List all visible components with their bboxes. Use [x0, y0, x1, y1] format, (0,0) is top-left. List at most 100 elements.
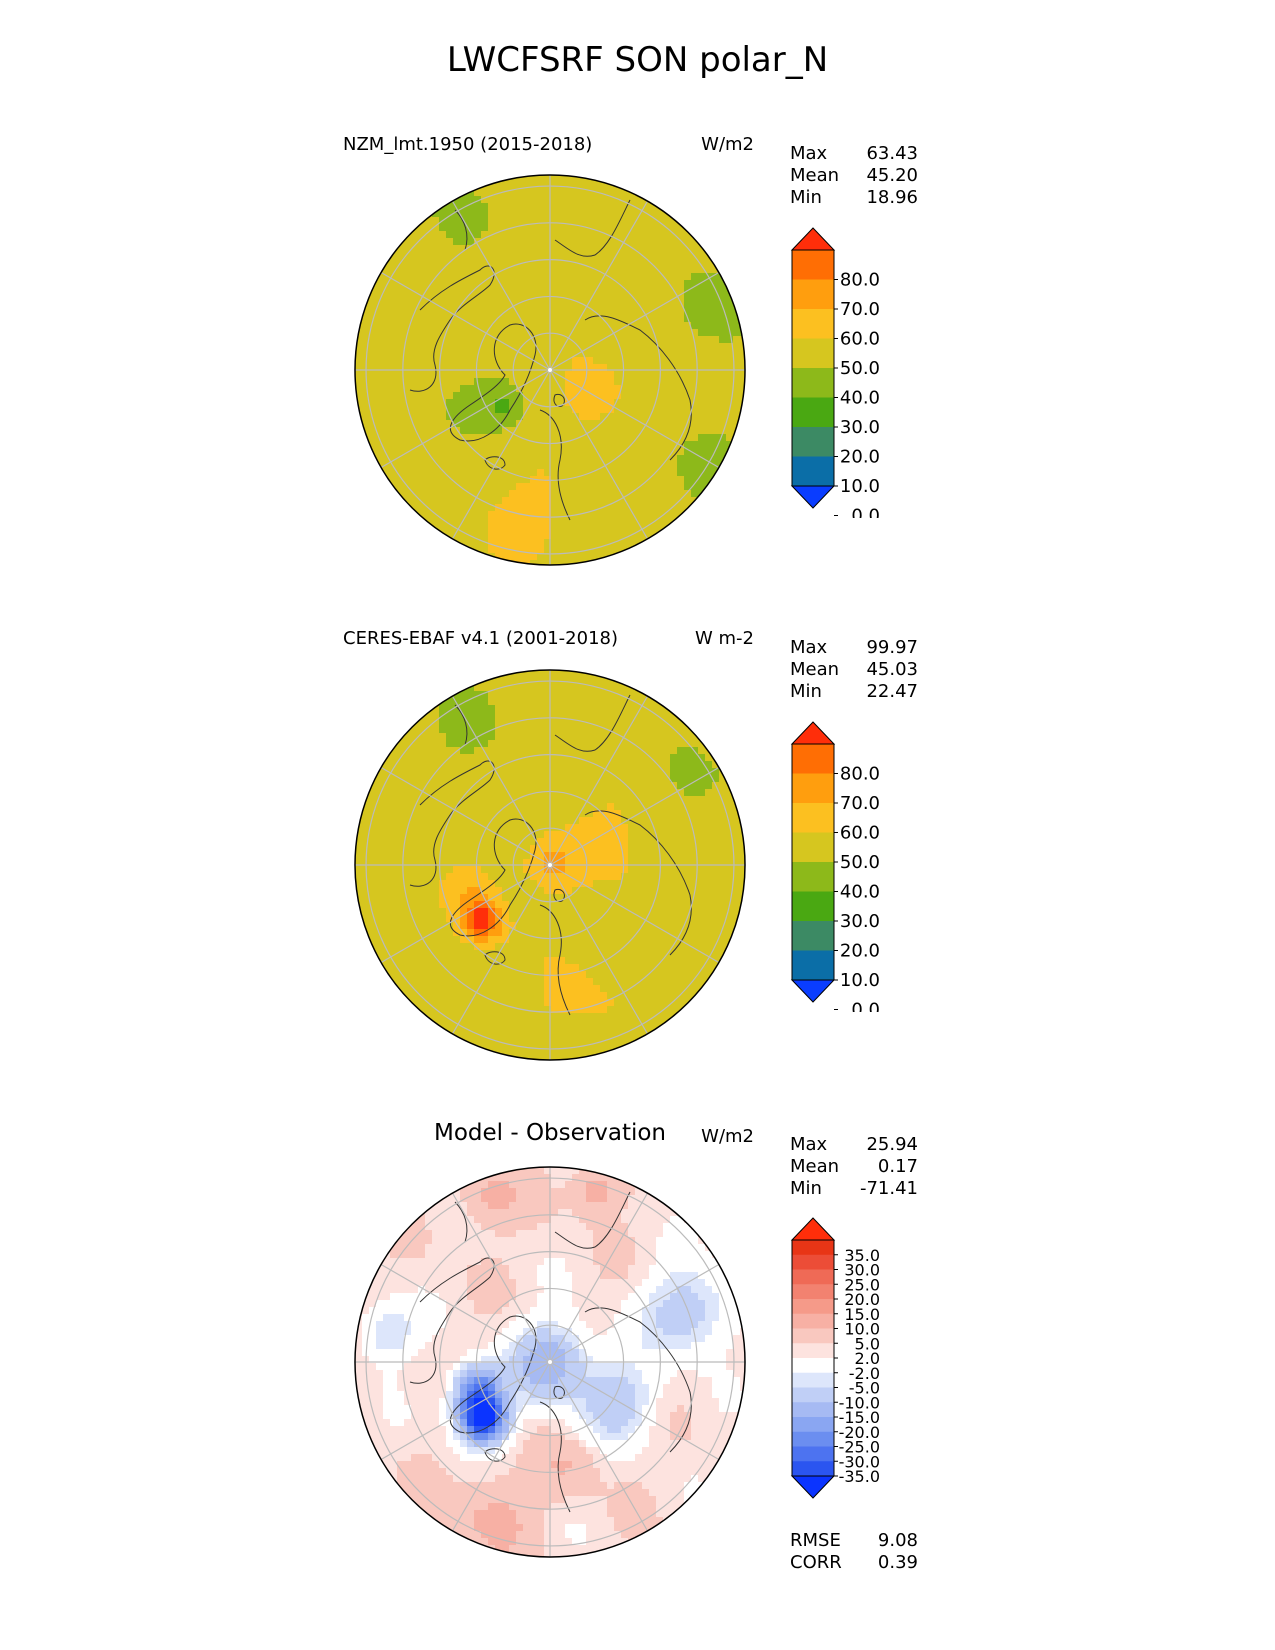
field-cell	[621, 476, 629, 484]
field-cell	[537, 852, 545, 860]
field-cell	[579, 455, 587, 463]
field-cell	[607, 406, 615, 414]
field-cell	[439, 420, 447, 428]
field-cell	[621, 462, 629, 470]
field-cell	[502, 441, 510, 449]
colorbar-swatch	[792, 250, 834, 280]
field-cell	[544, 859, 552, 867]
field-cell	[537, 719, 545, 727]
field-cell	[593, 378, 601, 386]
field-cell	[446, 420, 454, 428]
field-cell	[453, 224, 461, 232]
field-cell	[607, 873, 615, 881]
field-cell	[600, 245, 608, 253]
field-cell	[600, 684, 608, 692]
field-cell	[684, 831, 692, 839]
field-cell	[663, 378, 671, 386]
field-cell	[383, 768, 391, 776]
field-cell	[558, 385, 566, 393]
field-cell	[467, 971, 475, 979]
field-cell	[467, 950, 475, 958]
field-cell	[551, 831, 559, 839]
field-cell	[390, 908, 398, 916]
field-cell	[516, 343, 524, 351]
field-cell	[509, 978, 517, 986]
field-cell	[691, 287, 699, 295]
field-cell	[698, 399, 706, 407]
field-cell	[677, 427, 685, 435]
field-cell	[446, 490, 454, 498]
field-cell	[607, 915, 615, 923]
field-cell	[390, 873, 398, 881]
field-cell	[642, 413, 650, 421]
field-cell	[397, 490, 405, 498]
field-cell	[446, 712, 454, 720]
field-cell	[579, 427, 587, 435]
field-cell	[544, 957, 552, 965]
field-cell	[544, 733, 552, 741]
field-cell	[600, 677, 608, 685]
field-cell	[600, 950, 608, 958]
field-cell	[495, 852, 503, 860]
field-cell	[376, 287, 384, 295]
field-cell	[544, 726, 552, 734]
field-cell	[495, 803, 503, 811]
field-cell	[390, 378, 398, 386]
field-cell	[418, 231, 426, 239]
field-cell	[614, 950, 622, 958]
field-cell	[614, 259, 622, 267]
field-cell	[432, 950, 440, 958]
field-cell	[614, 789, 622, 797]
field-cell	[551, 315, 559, 323]
field-cell	[712, 385, 720, 393]
field-cell	[509, 294, 517, 302]
field-cell	[432, 336, 440, 344]
field-cell	[383, 901, 391, 909]
field-cell	[635, 733, 643, 741]
field-cell	[481, 203, 489, 211]
field-cell	[691, 378, 699, 386]
field-cell	[684, 901, 692, 909]
field-cell	[432, 733, 440, 741]
field-cell	[656, 789, 664, 797]
field-cell	[418, 838, 426, 846]
field-cell	[474, 887, 482, 895]
field-cell	[460, 378, 468, 386]
field-cell	[628, 712, 636, 720]
field-cell	[404, 259, 412, 267]
field-cell	[642, 392, 650, 400]
field-cell	[474, 964, 482, 972]
field-cell	[684, 971, 692, 979]
field-cell	[509, 740, 517, 748]
field-cell	[621, 266, 629, 274]
field-cell	[446, 518, 454, 526]
field-cell	[530, 936, 538, 944]
field-cell	[397, 824, 405, 832]
field-cell	[670, 838, 678, 846]
field-cell	[495, 469, 503, 477]
field-cell	[509, 420, 517, 428]
field-cell	[509, 343, 517, 351]
field-cell	[481, 189, 489, 197]
field-cell	[705, 322, 713, 330]
field-cell	[705, 796, 713, 804]
field-cell	[523, 525, 531, 533]
field-cell	[670, 259, 678, 267]
field-cell	[698, 441, 706, 449]
field-cell	[404, 399, 412, 407]
field-cell	[656, 238, 664, 246]
field-cell	[404, 894, 412, 902]
field-cell	[628, 469, 636, 477]
field-cell	[684, 483, 692, 491]
field-cell	[726, 817, 734, 825]
field-cell	[719, 280, 727, 288]
field-cell	[523, 859, 531, 867]
field-cell	[628, 866, 636, 874]
field-cell	[362, 824, 370, 832]
field-cell	[481, 469, 489, 477]
field-cell	[628, 705, 636, 713]
field-cell	[390, 441, 398, 449]
field-cell	[628, 922, 636, 930]
field-cell	[705, 838, 713, 846]
field-cell	[509, 350, 517, 358]
